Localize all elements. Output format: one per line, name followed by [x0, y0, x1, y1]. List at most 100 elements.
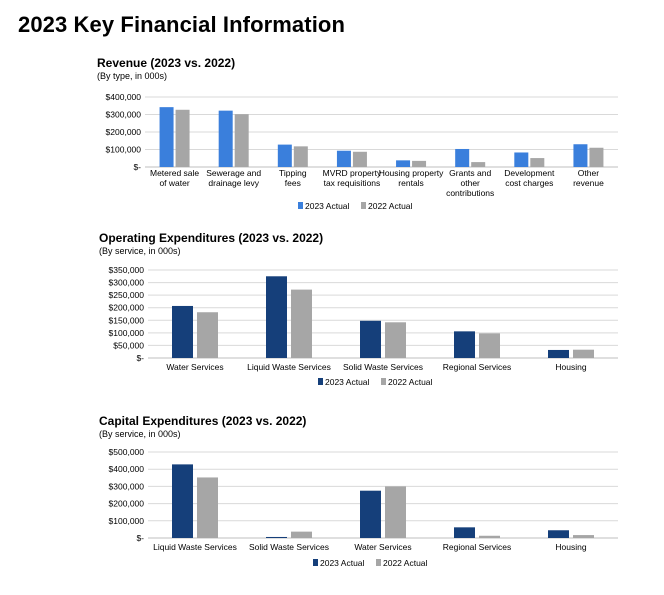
bar-2023 [455, 148, 470, 167]
legend-swatch-2023 [313, 559, 318, 566]
bar-2023 [172, 305, 193, 358]
x-category-label: tax requisitions [324, 178, 381, 188]
x-category-label: Sewerage and [206, 168, 261, 178]
legend-swatch-2023 [318, 378, 323, 385]
bar-2023 [360, 490, 381, 538]
capital-chart-title: Capital Expenditures (2023 vs. 2022) [99, 414, 307, 428]
x-category-label: revenue [573, 178, 604, 188]
x-category-label: of water [159, 178, 189, 188]
legend-label-2023: 2023 Actual [320, 558, 365, 568]
x-category-label: drainage levy [208, 178, 259, 188]
bar-2023 [218, 110, 233, 167]
x-category-label: Regional Services [443, 542, 512, 552]
legend-label-2023: 2023 Actual [325, 377, 370, 387]
y-tick-label: $100,000 [109, 328, 145, 338]
bar-2023 [548, 530, 569, 538]
x-category-label: MVRD property [323, 168, 382, 178]
bar-2023 [573, 144, 588, 167]
y-tick-label: $- [136, 533, 144, 543]
legend-swatch-2022 [361, 202, 366, 209]
bar-2023 [172, 464, 193, 538]
x-category-label: Solid Waste Services [343, 362, 423, 372]
operating-chart-title: Operating Expenditures (2023 vs. 2022) [99, 231, 324, 245]
x-category-label: contributions [446, 188, 494, 198]
x-category-label: Solid Waste Services [249, 542, 329, 552]
bar-2022 [293, 146, 308, 167]
y-tick-label: $300,000 [106, 110, 142, 120]
bar-2022 [385, 486, 406, 538]
x-category-label: fees [285, 178, 301, 188]
y-tick-label: $250,000 [109, 290, 145, 300]
y-tick-label: $500,000 [109, 447, 145, 457]
legend-swatch-2022 [381, 378, 386, 385]
bar-2022 [412, 160, 427, 167]
x-category-label: Housing [555, 362, 586, 372]
y-tick-label: $300,000 [109, 278, 145, 288]
bar-2022 [234, 114, 249, 167]
y-tick-label: $400,000 [109, 464, 145, 474]
revenue-chart: $- $100,000 $200,000 $300,000 $400,000 Metere… [106, 92, 618, 211]
bar-2022 [573, 535, 594, 538]
bar-2022 [197, 312, 218, 358]
bar-2022 [291, 289, 312, 358]
x-category-label: Housing [555, 542, 586, 552]
x-category-label: rentals [398, 178, 424, 188]
y-tick-label: $200,000 [109, 499, 145, 509]
revenue-chart-title: Revenue (2023 vs. 2022) [97, 56, 236, 70]
legend-label-2023: 2023 Actual [305, 201, 350, 211]
capital-chart-subtitle: (By service, in 000s) [99, 429, 181, 439]
bar-2022 [352, 151, 367, 167]
y-tick-label: $200,000 [109, 303, 145, 313]
bar-2023 [514, 152, 529, 167]
x-category-label: Development [504, 168, 555, 178]
legend-label-2022: 2022 Actual [388, 377, 433, 387]
legend-label-2022: 2022 Actual [368, 201, 413, 211]
y-tick-label: $100,000 [106, 145, 142, 155]
bar-2022 [573, 349, 594, 358]
bar-2023 [548, 349, 569, 358]
x-category-label: Water Services [354, 542, 411, 552]
legend-label-2022: 2022 Actual [383, 558, 428, 568]
bar-2022 [291, 531, 312, 538]
x-category-label: Liquid Waste Services [153, 542, 237, 552]
capital-expenditures-chart: $- $100,000 $200,000 $300,000 $400,000 $500,0… [109, 447, 618, 568]
x-category-label: Other [578, 168, 599, 178]
bar-2023 [277, 144, 292, 167]
y-tick-label: $100,000 [109, 516, 145, 526]
bar-2023 [360, 320, 381, 358]
bar-2022 [589, 147, 604, 167]
bar-2023 [336, 150, 351, 167]
bar-2022 [385, 322, 406, 358]
operating-chart-subtitle: (By service, in 000s) [99, 246, 181, 256]
bar-2023 [266, 536, 287, 538]
bar-2023 [159, 107, 174, 167]
bar-2022 [197, 477, 218, 538]
bar-2022 [479, 333, 500, 358]
x-category-label: Metered sale [150, 168, 199, 178]
x-category-label: Water Services [166, 362, 223, 372]
operating-expenditures-chart: $- $50,000 $100,000 $150,000 $200,000 $250,00… [109, 265, 618, 387]
y-tick-label: $400,000 [106, 92, 142, 102]
bar-2022 [530, 158, 545, 167]
bar-2022 [175, 109, 190, 167]
bar-2023 [454, 331, 475, 358]
y-tick-label: $350,000 [109, 265, 145, 275]
bar-2022 [471, 162, 486, 167]
legend-swatch-2023 [298, 202, 303, 209]
x-category-label: Housing property [379, 168, 444, 178]
x-category-label: cost charges [505, 178, 553, 188]
y-tick-label: $200,000 [106, 127, 142, 137]
x-category-label: Grants and [449, 168, 491, 178]
y-tick-label: $300,000 [109, 481, 145, 491]
legend-swatch-2022 [376, 559, 381, 566]
page-title: 2023 Key Financial Information [18, 12, 345, 37]
x-category-label: Liquid Waste Services [247, 362, 331, 372]
x-category-label: Regional Services [443, 362, 512, 372]
x-category-label: Tipping [279, 168, 307, 178]
bar-2023 [454, 527, 475, 538]
y-tick-label: $- [133, 162, 141, 172]
x-category-label: other [461, 178, 481, 188]
bar-2023 [266, 276, 287, 358]
revenue-chart-subtitle: (By type, in 000s) [97, 71, 168, 81]
y-tick-label: $50,000 [113, 340, 144, 350]
